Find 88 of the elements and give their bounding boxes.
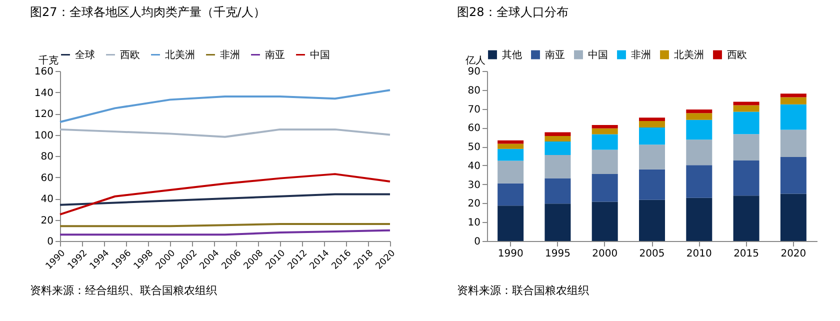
y-tick-label: 80	[468, 85, 480, 96]
y-tick-label: 70	[468, 104, 480, 116]
bar	[780, 156, 806, 194]
y-tick-label: 140	[34, 88, 54, 99]
legend-label: 南亚	[545, 48, 565, 61]
bar	[544, 141, 571, 156]
bar	[498, 206, 524, 241]
legend-label: 北美洲	[165, 48, 195, 61]
bar	[639, 118, 665, 122]
bar	[686, 198, 712, 241]
x-tick-label: 2005	[639, 248, 665, 260]
legend-label: 非洲	[631, 48, 651, 61]
line-series	[59, 89, 391, 123]
bar	[592, 125, 618, 128]
x-tick-label: 1995	[544, 248, 570, 260]
y-tick-label: 90	[468, 66, 480, 78]
y-tick-label: 30	[468, 180, 480, 191]
chart-title: 图27：全球各地区人均肉类产量（千克/人）	[30, 5, 266, 19]
bar	[686, 113, 712, 120]
y-tick-label: 160	[34, 66, 54, 78]
bar	[592, 202, 618, 241]
text: 资料来源：联合国粮农组织	[457, 284, 589, 297]
bar	[544, 178, 571, 204]
y-tick-label: 50	[468, 142, 480, 154]
x-tick-label: 2020	[780, 248, 806, 260]
x-tick-label: 1990	[498, 248, 524, 260]
bar	[592, 128, 618, 134]
bar	[733, 112, 760, 134]
legend-label: 北美洲	[674, 48, 704, 61]
y-tick-label: 60	[468, 123, 480, 134]
bar	[592, 150, 618, 174]
bar	[780, 104, 806, 130]
y-tick-label: 0	[47, 236, 54, 248]
bar	[733, 134, 760, 161]
text: 资料来源：经合组织、联合国粮农组织	[30, 284, 217, 297]
bar	[686, 110, 712, 114]
y-tick-label: 20	[40, 215, 54, 226]
y-tick-label: 0	[474, 236, 480, 248]
x-tick-label: 2010	[686, 248, 712, 260]
bar	[733, 105, 760, 112]
x-tick-label: 2015	[734, 248, 760, 260]
y-tick-label: 80	[40, 152, 54, 162]
y-tick-label: 40	[40, 194, 54, 205]
y-tick-label: 60	[40, 172, 54, 184]
bar	[780, 94, 806, 98]
y-tick-label: 40	[468, 160, 480, 172]
bar	[733, 196, 760, 241]
chart-title: 图28：全球人口分布	[457, 5, 568, 19]
legend-label: 中国	[310, 48, 330, 61]
bar	[639, 169, 665, 200]
y-axis-title: 千克	[38, 54, 58, 66]
line-series	[59, 173, 391, 216]
bar	[686, 120, 712, 140]
legend-label: 中国	[588, 48, 608, 61]
bar	[498, 183, 524, 206]
bar	[592, 174, 618, 202]
bar	[639, 144, 665, 170]
legend-label: 西欧	[727, 50, 747, 61]
bar	[639, 200, 665, 241]
bar	[780, 194, 806, 241]
bar	[639, 127, 665, 145]
line-series	[59, 128, 391, 138]
legend-label: 非洲	[220, 48, 240, 61]
y-tick-label: 100	[34, 130, 54, 142]
y-tick-label: 120	[34, 109, 54, 120]
line-series	[59, 193, 391, 206]
legend-label: 全球	[75, 48, 95, 61]
bar	[544, 132, 571, 136]
bar	[592, 134, 618, 150]
bar	[639, 121, 665, 128]
bar	[544, 204, 571, 241]
legend-label: 其他	[502, 48, 522, 61]
bar	[544, 136, 571, 142]
bar	[498, 144, 524, 149]
bar	[780, 130, 806, 157]
bar	[544, 155, 571, 178]
x-tick-label: 2000	[592, 248, 618, 260]
y-tick-label: 10	[468, 218, 480, 229]
y-axis-title: 亿人	[464, 56, 486, 66]
bar	[686, 165, 712, 198]
legend-label: 南亚	[265, 48, 285, 61]
bar	[780, 97, 806, 104]
bar	[498, 148, 524, 161]
bar	[686, 140, 712, 166]
y-tick-label: 20	[468, 198, 480, 210]
bar	[733, 160, 760, 196]
legend-label: 西欧	[120, 50, 140, 61]
bar	[498, 160, 524, 184]
